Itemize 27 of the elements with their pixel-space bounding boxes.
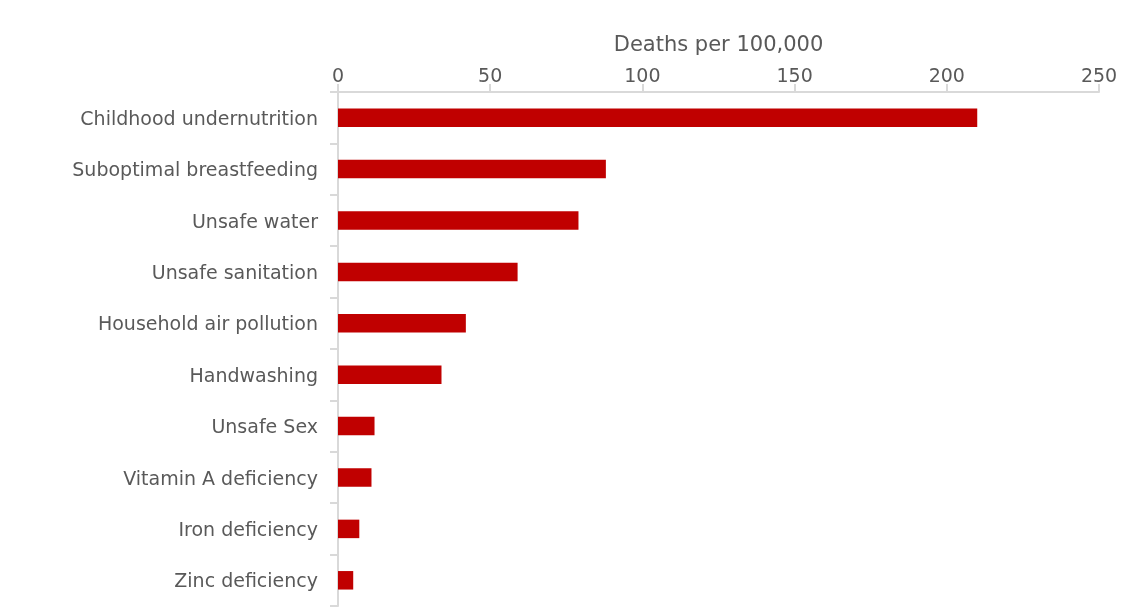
bar — [338, 314, 466, 333]
y-tick-label: Unsafe Sex — [211, 415, 318, 438]
bar — [338, 159, 606, 179]
y-tick-label: Vitamin A deficiency — [123, 466, 318, 489]
y-tick-label: Iron deficiency — [178, 517, 318, 540]
x-axis-title: Deaths per 100,000 — [613, 31, 824, 56]
x-tick-label: 50 — [478, 63, 503, 86]
y-tick-label: Zinc deficiency — [174, 569, 318, 592]
y-tick-label: Household air pollution — [97, 312, 318, 335]
bar — [338, 262, 518, 282]
bar — [338, 468, 372, 487]
x-tick-label: 250 — [1080, 63, 1118, 86]
x-tick-label: 150 — [776, 63, 813, 86]
bar — [338, 416, 375, 436]
x-tick-label: 0 — [331, 63, 345, 86]
y-tick-label: Unsafe water — [191, 209, 319, 232]
y-tick-label: Childhood undernutrition — [80, 106, 318, 129]
bar — [338, 519, 360, 539]
bar — [338, 211, 579, 230]
y-tick-label: Suboptimal breastfeeding — [72, 158, 318, 181]
y-tick-label: Unsafe sanitation — [151, 260, 318, 283]
bar — [338, 365, 442, 384]
bar — [338, 108, 978, 127]
y-tick-label: Handwashing — [189, 363, 318, 386]
x-tick-label: 100 — [624, 63, 661, 86]
x-tick-label: 200 — [928, 63, 965, 86]
bar — [338, 571, 354, 590]
